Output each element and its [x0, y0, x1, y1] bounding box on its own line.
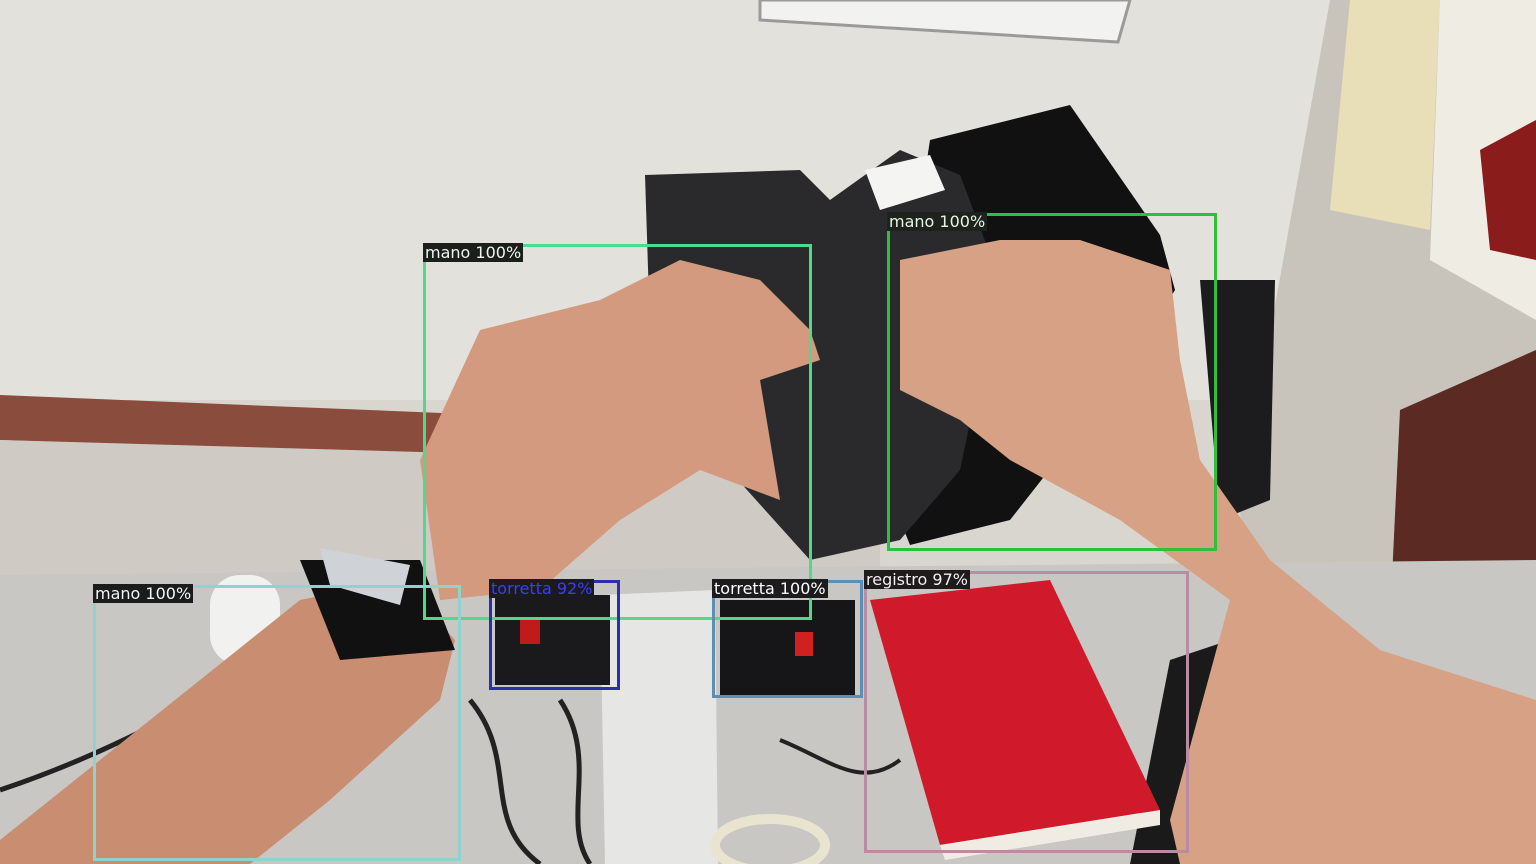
detection-label: mano 100%	[93, 584, 193, 603]
detection-label: mano 100%	[423, 243, 523, 262]
detection-label: torretta 100%	[712, 579, 828, 598]
hand-detection-box: mano 100%	[887, 213, 1217, 551]
turret-detection-box: torretta 100%	[712, 580, 863, 698]
hand-detection-box: mano 100%	[423, 244, 812, 620]
register-detection-box: registro 97%	[864, 571, 1189, 853]
detection-label: torretta 92%	[489, 579, 594, 598]
turret-detection-box: torretta 92%	[489, 580, 620, 690]
hand-detection-box: mano 100%	[93, 585, 461, 861]
detection-label: mano 100%	[887, 212, 987, 231]
detection-label: registro 97%	[864, 570, 970, 589]
